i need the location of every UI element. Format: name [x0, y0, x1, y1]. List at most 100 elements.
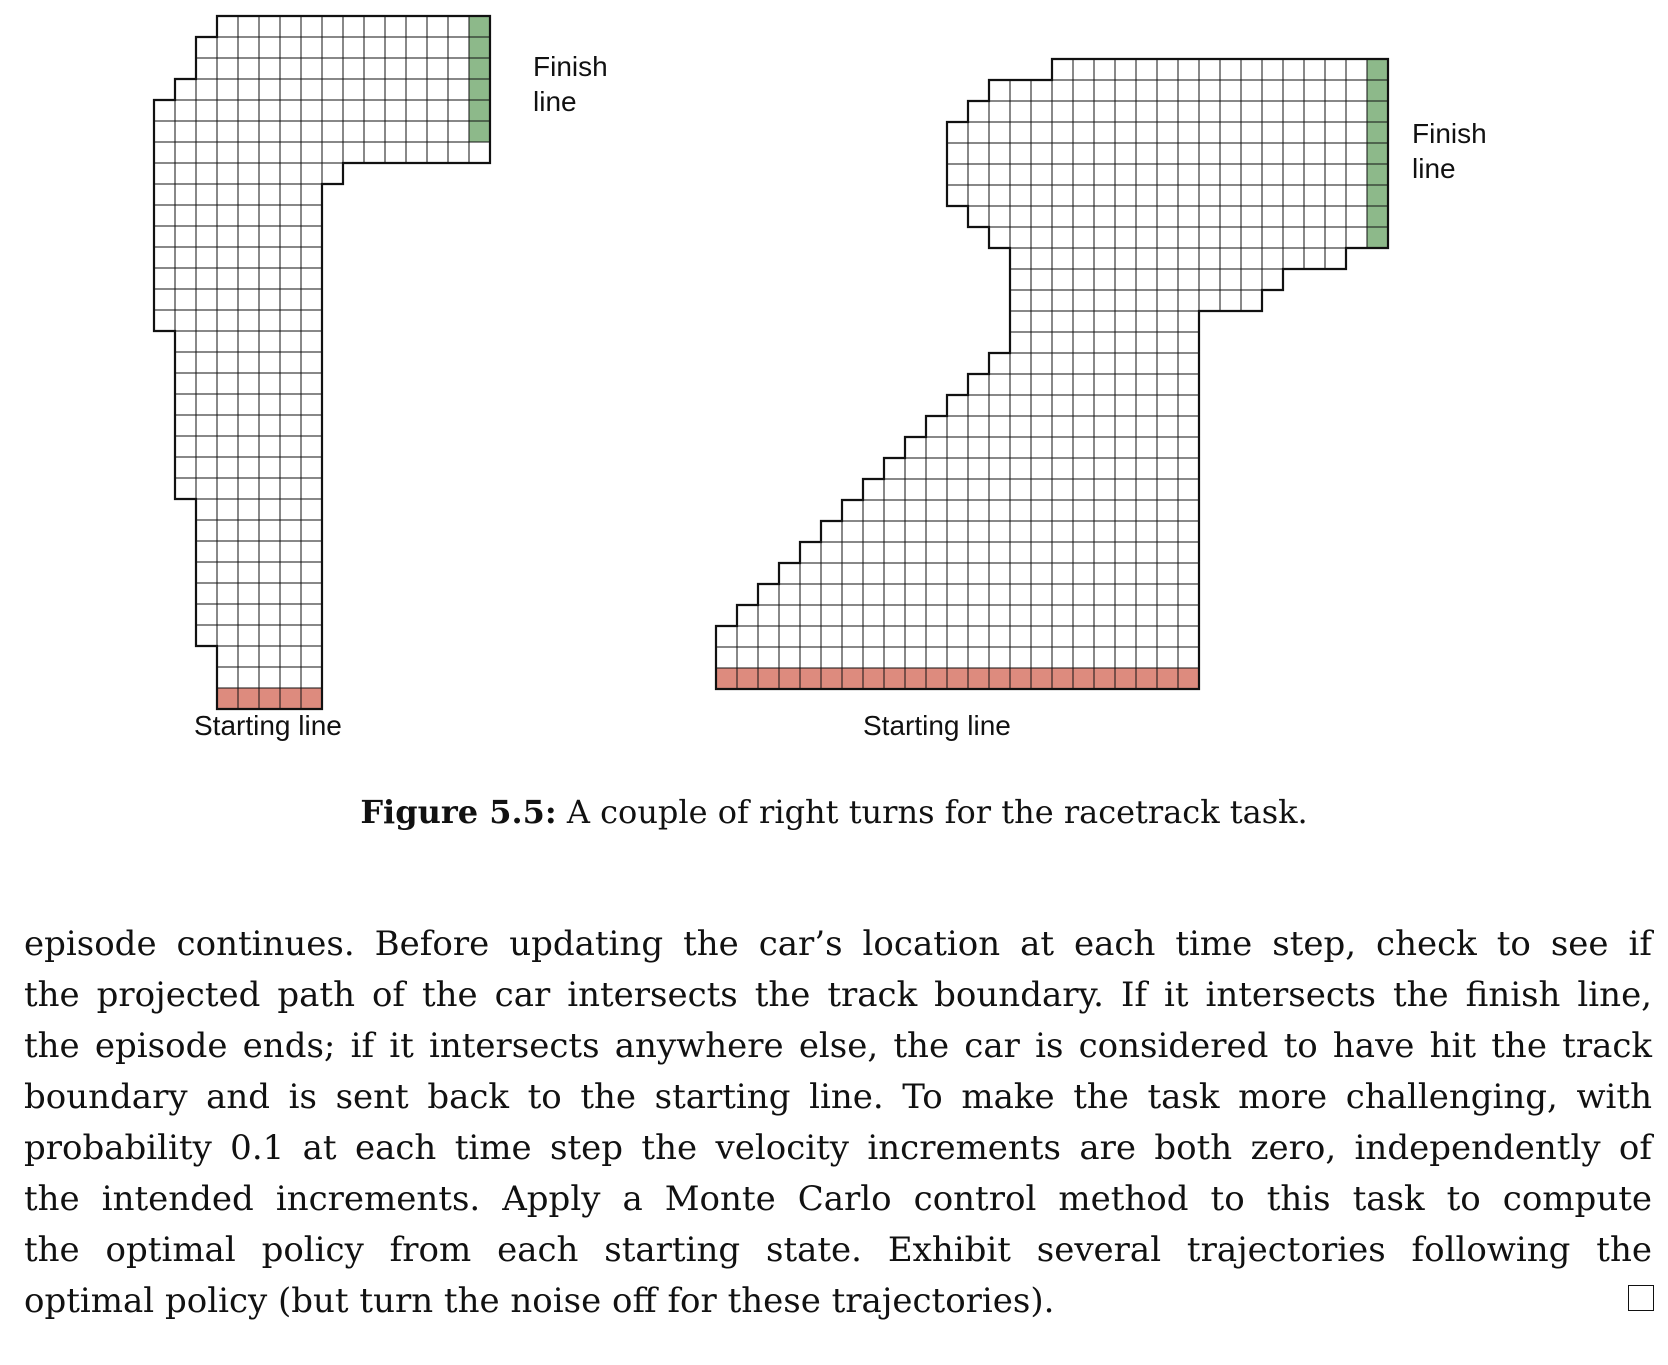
track-cell: [1177, 79, 1200, 102]
track-cell: [300, 498, 323, 521]
track-cell: [195, 519, 218, 542]
track-cell: [1114, 541, 1137, 564]
body-line: episode continues. Before updating the c…: [24, 924, 1652, 964]
track-cell: [1177, 583, 1200, 606]
track-cell: [1156, 163, 1179, 186]
track-cell: [1261, 184, 1284, 207]
finish-cell: [1366, 100, 1389, 123]
track-cell: [1114, 79, 1137, 102]
track-cell: [279, 78, 302, 101]
track-cell: [1114, 121, 1137, 144]
track-cell: [258, 15, 281, 38]
track-cell: [904, 478, 927, 501]
body-paragraph: episode continues. Before updating the c…: [24, 919, 1652, 1327]
track-cell: [405, 36, 428, 59]
track-cell: [1198, 58, 1221, 81]
track-cell: [300, 540, 323, 563]
track-cell: [216, 15, 239, 38]
track-cell: [946, 499, 969, 522]
track-cell: [1261, 100, 1284, 123]
track-cell: [195, 477, 218, 500]
start-cell: [1051, 667, 1074, 690]
track-cell: [1198, 226, 1221, 249]
track-cell: [174, 435, 197, 458]
track-cell: [967, 478, 990, 501]
track-cell: [216, 582, 239, 605]
track-cell: [1198, 268, 1221, 291]
track-cell: [384, 36, 407, 59]
track-cell: [1072, 604, 1095, 627]
track-cell: [862, 562, 885, 585]
track-cell: [279, 57, 302, 80]
track-cell: [1093, 310, 1116, 333]
track-cell: [925, 478, 948, 501]
track-cell: [237, 372, 260, 395]
track-cell: [1030, 625, 1053, 648]
track-cell: [1177, 352, 1200, 375]
track-cell: [1177, 58, 1200, 81]
track-cell: [1240, 226, 1263, 249]
track-cell: [967, 415, 990, 438]
track-cell: [967, 541, 990, 564]
track-cell: [925, 562, 948, 585]
track-cell: [778, 562, 801, 585]
track-cell: [216, 456, 239, 479]
track-cell: [1135, 121, 1158, 144]
track-cell: [1072, 79, 1095, 102]
track-cell: [1219, 268, 1242, 291]
track-cell: [736, 604, 759, 627]
track-cell: [1177, 205, 1200, 228]
track-cell: [405, 57, 428, 80]
track-cell: [1030, 79, 1053, 102]
track-cell: [946, 415, 969, 438]
track-cell: [988, 163, 1011, 186]
track-cell: [300, 162, 323, 185]
track-cell: [300, 351, 323, 374]
track-cell: [1177, 247, 1200, 270]
track-cell: [300, 99, 323, 122]
track-cell: [153, 309, 176, 332]
track-cell: [1219, 205, 1242, 228]
track-cell: [1135, 604, 1158, 627]
track-cell: [883, 478, 906, 501]
track-cell: [946, 457, 969, 480]
track-cell: [258, 288, 281, 311]
track-cell: [925, 499, 948, 522]
track-cell: [1135, 100, 1158, 123]
track-cell: [195, 393, 218, 416]
finish-cell: [1366, 184, 1389, 207]
track-cell: [1219, 247, 1242, 270]
track-cell: [1177, 121, 1200, 144]
track-cell: [1156, 100, 1179, 123]
track-cell: [1030, 520, 1053, 543]
track-cell: [1009, 499, 1032, 522]
track-cell: [1198, 79, 1221, 102]
track-cell: [1072, 415, 1095, 438]
track-cell: [279, 645, 302, 668]
track-cell: [904, 541, 927, 564]
track-cell: [967, 184, 990, 207]
track-cell: [300, 183, 323, 206]
track-cell: [258, 267, 281, 290]
finish-cell: [1366, 142, 1389, 165]
track-cell: [1009, 541, 1032, 564]
track-cell: [426, 15, 449, 38]
track-cell: [153, 288, 176, 311]
track-cell: [1051, 562, 1074, 585]
track-cell: [153, 267, 176, 290]
track-cell: [946, 520, 969, 543]
track-cell: [1135, 646, 1158, 669]
track-cell: [342, 120, 365, 143]
track-cell: [1009, 331, 1032, 354]
track-cell: [1009, 394, 1032, 417]
racetrack-right: [714, 57, 1390, 691]
track-boundary: [152, 14, 492, 711]
track-cell: [820, 520, 843, 543]
track-cell: [1282, 142, 1305, 165]
track-cell: [279, 309, 302, 332]
track-cell: [820, 541, 843, 564]
track-cell: [1282, 205, 1305, 228]
track-cell: [925, 520, 948, 543]
track-cell: [279, 246, 302, 269]
track-cell: [195, 225, 218, 248]
